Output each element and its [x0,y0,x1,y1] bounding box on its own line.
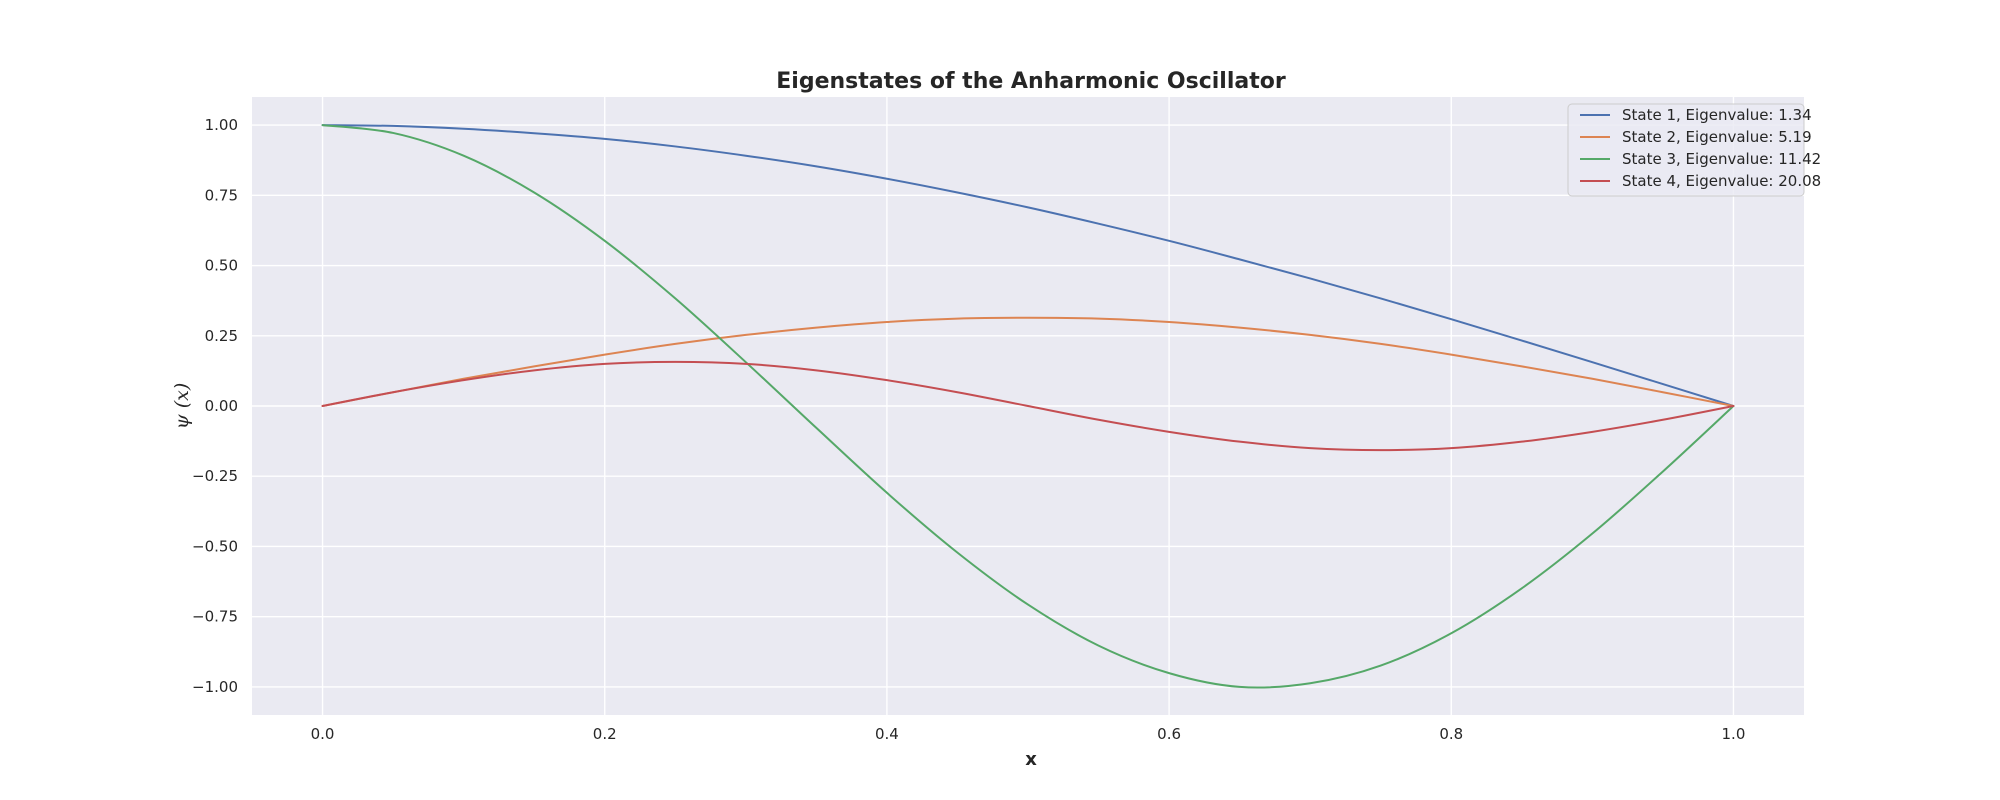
chart-title: Eigenstates of the Anharmonic Oscillator [776,69,1286,94]
series-lines [321,124,1735,689]
series-line-state-4 [321,360,1735,452]
y-tick-label: 0.75 [205,186,238,204]
y-tick-label: 0.50 [205,257,238,275]
x-tick-label: 1.0 [1722,725,1746,743]
x-tick-label: 0.4 [875,725,899,743]
y-tick-label: 0.00 [205,397,238,415]
y-tick-labels: 1.00 0.75 0.50 0.25 0.00 −0.25 −0.50 −0.75 −1.00 [192,116,238,696]
x-tick-label: 0.6 [1157,725,1181,743]
legend-label-state-2: State 2, Eigenvalue: 5.19 [1622,128,1812,146]
y-tick-label: −0.50 [192,537,238,555]
x-tick-label: 0.8 [1439,725,1463,743]
legend-label-state-1: State 1, Eigenvalue: 1.34 [1622,106,1812,124]
legend: State 1, Eigenvalue: 1.34 State 2, Eigenv… [1567,103,1821,197]
x-tick-labels: 0.0 0.2 0.4 0.6 0.8 1.0 [311,725,1746,743]
x-axis-label: x [1025,749,1037,770]
legend-box [1567,103,1805,197]
y-tick-label: 1.00 [205,116,238,134]
legend-label-state-3: State 3, Eigenvalue: 11.42 [1622,150,1821,168]
x-tick-label: 0.0 [311,725,335,743]
series-line-state-3 [321,124,1735,689]
x-tick-label: 0.2 [593,725,617,743]
y-tick-label: 0.25 [205,327,238,345]
legend-label-state-4: State 4, Eigenvalue: 20.08 [1622,172,1821,190]
y-tick-label: −0.25 [192,467,238,485]
series-line-state-2 [321,316,1735,407]
y-tick-label: −1.00 [192,678,238,696]
y-axis-label: ψ (x) [171,383,193,429]
y-tick-label: −0.75 [192,608,238,626]
series-line-state-1 [321,124,1735,407]
